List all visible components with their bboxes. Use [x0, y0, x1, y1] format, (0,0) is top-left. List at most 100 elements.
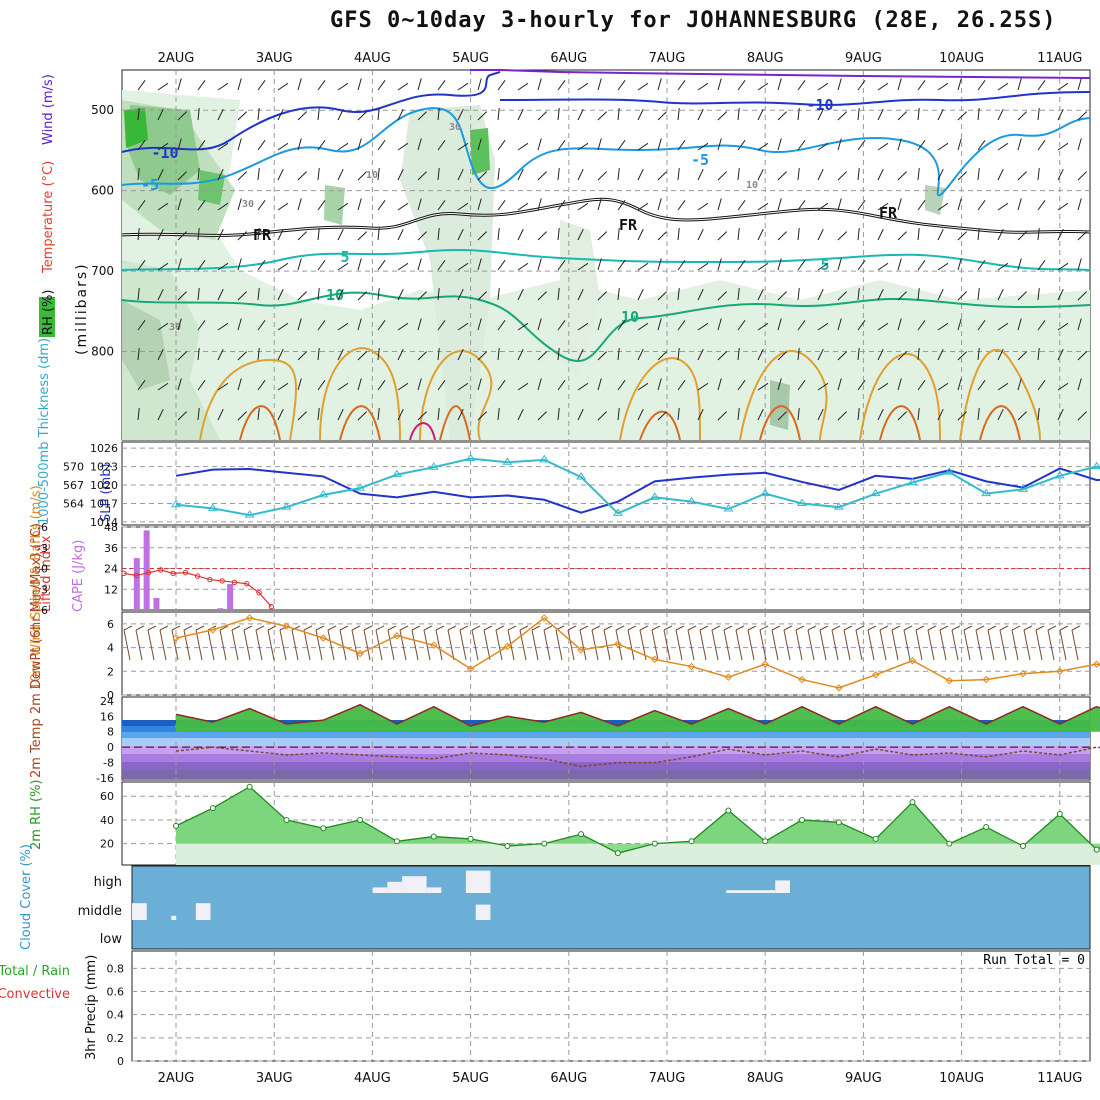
wind-barb [1017, 171, 1027, 181]
wind-barb [897, 138, 902, 151]
contour-label: 5 [340, 248, 349, 266]
wind-barb [897, 258, 902, 271]
wind-barb [657, 198, 662, 211]
thickness-marker [244, 510, 255, 518]
wind-barb [917, 319, 926, 331]
high-cloud-bar [387, 881, 403, 893]
wind-barb [517, 348, 524, 361]
surface-wind-barb [987, 625, 997, 631]
contour-label: -10 [806, 96, 833, 114]
wind-barb [457, 408, 464, 421]
cape-panel [121, 526, 1091, 611]
wind-barb [917, 348, 920, 361]
bottom-date-label: 11AUG [1037, 1071, 1082, 1086]
bottom-date-label: 9AUG [845, 1071, 882, 1086]
wind-speed-marker [982, 675, 990, 684]
surface-wind-barb [1023, 625, 1033, 631]
wind-barb [997, 408, 1004, 421]
surface-wind-barb [603, 629, 611, 661]
surface-wind-barb [219, 629, 227, 661]
wind-barb [417, 411, 427, 421]
wind-barb [137, 228, 140, 241]
surface-wind-barb [627, 629, 635, 661]
wind-barb [957, 231, 967, 241]
wind-barb [417, 78, 422, 91]
top-date-label: 5AUG [452, 51, 489, 66]
thickness-marker [944, 467, 955, 475]
surface-wind-barb [435, 625, 445, 631]
wind-barb [817, 382, 829, 391]
wind-barb [557, 408, 560, 421]
wind-barb [557, 199, 566, 211]
wind-barb [217, 348, 224, 361]
wind-barb [197, 379, 206, 391]
wind-barb [237, 351, 247, 361]
wind-barb [1017, 198, 1022, 211]
wind-barb [897, 351, 907, 361]
wind-barb [317, 379, 326, 391]
wind-speed-marker [245, 614, 254, 622]
wind-barb [497, 228, 500, 241]
wind-barb [317, 79, 326, 91]
thickness-marker [428, 462, 439, 470]
wind-barb [697, 228, 704, 241]
wind-barb [877, 82, 889, 91]
surface-wind-barb [843, 629, 851, 661]
wind-barb [337, 142, 349, 151]
wind-barb [1017, 138, 1022, 151]
surface-wind-barb [507, 629, 515, 661]
wind-barb [637, 142, 649, 151]
wind-barb [657, 138, 662, 151]
wind-barb [637, 382, 649, 391]
surface-wind-barb [495, 625, 505, 631]
wind-speed-marker [503, 642, 512, 651]
wind-barb [257, 168, 260, 181]
rh-ytick-label: 60 [100, 790, 114, 803]
wind-speed-marker [908, 656, 917, 665]
wind-barb [837, 138, 842, 151]
wind-barb [937, 348, 944, 361]
surface-wind-barb [159, 629, 167, 661]
wind-barb [377, 168, 380, 181]
temp-ytick-label: -16 [96, 772, 114, 785]
wind-speed-marker [871, 671, 880, 679]
wind-barb [377, 259, 386, 271]
wind-barb [657, 378, 662, 391]
wind-barb [297, 318, 302, 331]
lifted-index-marker [145, 569, 152, 576]
wind-barb [757, 202, 769, 211]
precip-ytick-label: 0.8 [107, 962, 125, 975]
wind-barb [817, 262, 829, 271]
lifted-index-marker [244, 581, 250, 587]
wind-barb [917, 79, 926, 91]
wind-barb [417, 351, 427, 361]
wind-barb [137, 319, 146, 331]
wind-barb [937, 228, 944, 241]
surface-wind-barb [387, 625, 397, 631]
surface-wind-barb [1011, 625, 1021, 631]
wind-barb [597, 351, 607, 361]
wind-speed-marker [1019, 669, 1027, 678]
wind-barb [257, 228, 260, 241]
wind-barb [577, 382, 589, 391]
contour-label: FR [253, 226, 272, 244]
wind-barb [1017, 231, 1027, 241]
contour-label: 10 [746, 180, 758, 191]
wind-speed-marker [614, 640, 622, 648]
wind-barb [617, 168, 620, 181]
wind-barb [757, 322, 769, 331]
lifted-index-marker [121, 570, 127, 577]
wind-barb [577, 202, 589, 211]
li-ytick-label: -6 [37, 521, 48, 534]
wind-barb [157, 228, 164, 241]
wind-barb [357, 351, 367, 361]
wind-barb [377, 288, 380, 301]
wind-barb [277, 262, 289, 271]
wind-barb [237, 78, 242, 91]
thickness-line [175, 457, 1100, 517]
wind-barb [457, 202, 469, 211]
wind-barb [317, 168, 320, 181]
wind-barb [277, 348, 284, 361]
wind-barb [457, 168, 464, 181]
wind-barb [1077, 231, 1087, 241]
